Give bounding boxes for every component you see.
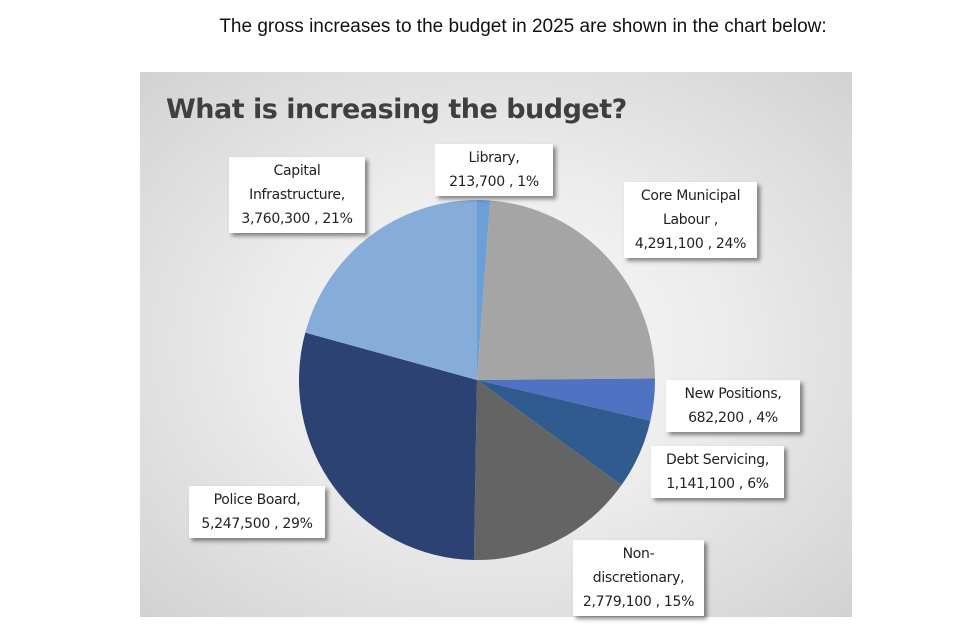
intro-text: The gross increases to the budget in 202… <box>219 16 827 37</box>
pie-slice-2 <box>477 378 655 421</box>
slice-value: 5,247,500 , 29% <box>201 516 313 532</box>
slice-value: 4,291,100 , 24% <box>634 236 747 252</box>
pie-plot <box>298 200 655 560</box>
slice-label: Infrastructure, <box>249 187 345 203</box>
pie-slice-3 <box>477 380 651 486</box>
slice-value: 2,779,100 , 15% <box>582 594 695 610</box>
slice-value: 682,200 , 4% <box>688 410 778 426</box>
slice-label: Labour , <box>663 212 718 228</box>
slice-label: Non- <box>622 546 655 562</box>
slice-label: New Positions, <box>684 386 782 402</box>
slice-label: Core Municipal <box>640 188 741 204</box>
data-label-4: Non-discretionary, 2,779,100 , 15% <box>573 540 704 616</box>
data-label-0: Library, 213,700 , 1% <box>435 144 553 196</box>
pie-slice-1 <box>477 200 655 380</box>
data-label-1: Core Municipal Labour , 4,291,100 , 24% <box>624 182 757 258</box>
pie-slice-5 <box>298 332 477 560</box>
slice-label: Library, <box>468 150 520 166</box>
slice-label: Police Board, <box>213 492 301 508</box>
slice-label: Capital <box>273 163 321 179</box>
slice-value: 213,700 , 1% <box>449 174 539 190</box>
pie-slice-6 <box>305 200 477 380</box>
data-label-5: Police Board, 5,247,500 , 29% <box>189 486 325 538</box>
slice-label: discretionary, <box>592 570 685 586</box>
data-label-2: New Positions, 682,200 , 4% <box>666 380 800 432</box>
data-label-6: Capital Infrastructure, 3,760,300 , 21% <box>229 157 365 233</box>
slice-value: 1,141,100 , 6% <box>666 476 769 492</box>
pie-chart: What is increasing the budget? Library, 2… <box>140 72 852 617</box>
slice-value: 3,760,300 , 21% <box>241 211 353 227</box>
data-label-3: Debt Servicing, 1,141,100 , 6% <box>651 446 784 498</box>
pie-slice-0 <box>477 200 491 380</box>
slice-label: Debt Servicing, <box>666 452 769 468</box>
chart-title: What is increasing the budget? <box>166 94 627 125</box>
pie-slice-4 <box>473 380 622 560</box>
